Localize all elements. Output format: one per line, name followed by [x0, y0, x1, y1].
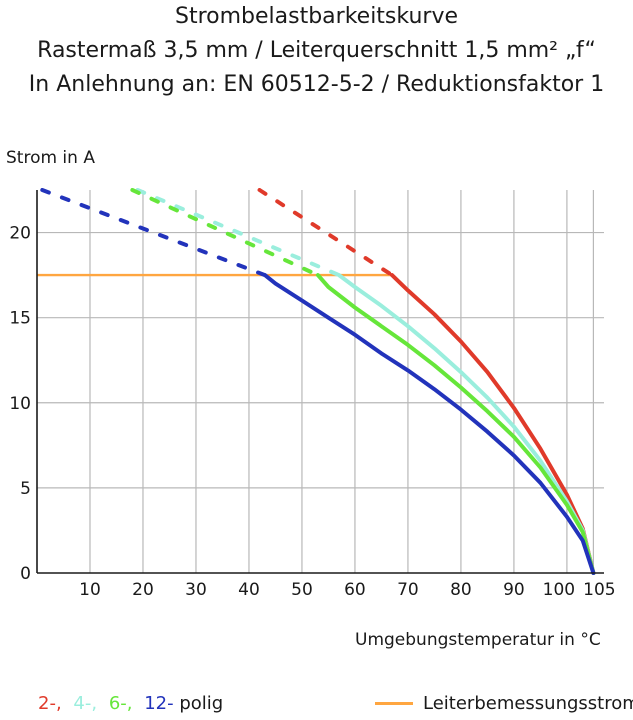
series-2-dashed — [257, 188, 395, 278]
legend-label-12: 12- — [144, 693, 174, 714]
legend-reference-swatch — [375, 702, 413, 705]
y-tick-label-10: 10 — [9, 394, 31, 414]
x-axis-label: Umgebungstemperatur in °C — [355, 630, 601, 650]
chart-subtitle-2: In Anlehnung an: EN 60512-5-2 / Reduktio… — [28, 72, 605, 97]
y-axis-label: Strom in A — [6, 148, 95, 168]
legend-suffix: polig — [179, 693, 224, 714]
x-tick-label-80: 80 — [450, 580, 472, 600]
grid — [37, 190, 604, 573]
legend-label-6: 6-, — [108, 693, 133, 714]
x-tick-label-70: 70 — [397, 580, 419, 600]
x-tick-label-90: 90 — [503, 580, 525, 600]
y-tick-label-20: 20 — [9, 224, 31, 244]
series-6-dashed — [130, 188, 320, 278]
series-4-dashed — [135, 188, 342, 278]
series-6-line — [315, 273, 596, 575]
y-tick-label-0: 0 — [20, 564, 31, 584]
series-2-line — [390, 273, 596, 575]
series-group — [37, 188, 596, 575]
x-tick-label-50: 50 — [291, 580, 313, 600]
series-4-line — [337, 273, 596, 575]
x-tick-label-40: 40 — [238, 580, 260, 600]
legend-label-2: 2-, — [38, 693, 62, 714]
legend-reference-label: Leiterbemessungsstrom — [423, 693, 633, 714]
x-tick-label-60: 60 — [344, 580, 366, 600]
y-tick-label-5: 5 — [20, 479, 31, 499]
x-tick-label-100: 100 — [543, 580, 575, 600]
tick-labels: 10 20 30 40 50 60 70 80 90 100 105 0 5 10 15 20 — [9, 224, 615, 600]
legend-label-4: 4-, — [73, 693, 98, 714]
legend-reference: Leiterbemessungsstrom — [375, 693, 633, 714]
x-tick-label-20: 20 — [132, 580, 154, 600]
legend-series: 2-, 4-, 6-, 12- polig — [38, 693, 229, 714]
y-tick-label-15: 15 — [9, 309, 31, 329]
series-12-line — [262, 273, 596, 575]
x-tick-label-30: 30 — [185, 580, 207, 600]
axes — [36, 190, 604, 574]
chart-title: Strombelastbarkeitskurve — [174, 4, 458, 29]
x-tick-label-10: 10 — [79, 580, 101, 600]
chart-subtitle-1: Rastermaß 3,5 mm / Leiterquerschnitt 1,5… — [37, 38, 596, 63]
x-tick-label-105: 105 — [583, 580, 615, 600]
